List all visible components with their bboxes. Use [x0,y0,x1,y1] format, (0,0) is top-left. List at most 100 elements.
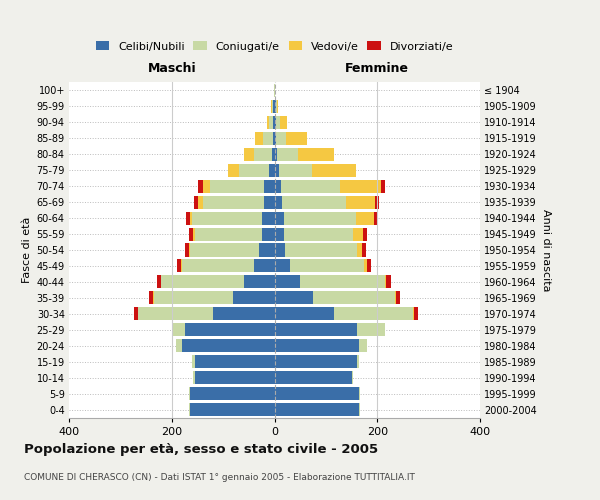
Bar [254,260,275,272]
Bar [195,371,275,384]
Bar [396,292,400,304]
Bar [276,132,286,145]
Bar [281,180,340,192]
Bar [193,212,262,224]
Bar [189,228,193,240]
Bar [190,403,275,416]
Bar [228,164,239,177]
Bar [381,180,385,192]
Bar [182,339,275,352]
Bar [189,403,190,416]
Bar [414,308,418,320]
Bar [233,292,275,304]
Bar [364,260,367,272]
Bar [157,276,161,288]
Bar [298,148,334,161]
Bar [359,403,360,416]
Text: COMUNE DI CHERASCO (CN) - Dati ISTAT 1° gennaio 2005 - Elaborazione TUTTITALIA.I: COMUNE DI CHERASCO (CN) - Dati ISTAT 1° … [24,472,415,482]
Text: Maschi: Maschi [148,62,196,74]
Bar [275,323,356,336]
Bar [269,164,275,177]
Bar [269,116,274,129]
Bar [275,132,276,145]
Bar [275,116,280,129]
Bar [239,164,269,177]
Bar [282,196,346,208]
Text: Popolazione per età, sesso e stato civile - 2005: Popolazione per età, sesso e stato civil… [24,442,378,456]
Bar [185,212,190,224]
Bar [275,371,352,384]
Bar [203,180,210,192]
Bar [275,196,282,208]
Bar [177,260,181,272]
Bar [176,339,182,352]
Bar [255,132,263,145]
Bar [356,323,385,336]
Bar [244,148,254,161]
Bar [290,260,364,272]
Bar [274,100,275,113]
Bar [262,228,275,240]
Bar [275,148,277,161]
Y-axis label: Anni di nascita: Anni di nascita [541,208,551,291]
Bar [374,212,378,224]
Bar [213,308,275,320]
Bar [346,196,374,208]
Bar [374,196,379,208]
Bar [194,196,199,208]
Bar [386,276,391,288]
Bar [189,244,190,256]
Bar [182,260,254,272]
Bar [413,308,414,320]
Bar [286,132,307,145]
Bar [259,244,275,256]
Bar [181,260,182,272]
Bar [275,403,359,416]
Y-axis label: Fasce di età: Fasce di età [22,217,32,283]
Bar [185,323,275,336]
Bar [190,244,259,256]
Bar [199,196,203,208]
Bar [275,244,285,256]
Bar [313,292,395,304]
Bar [277,148,298,161]
Bar [362,244,366,256]
Bar [395,292,396,304]
Bar [195,355,275,368]
Bar [364,228,367,240]
Bar [359,339,367,352]
Bar [172,323,185,336]
Bar [275,276,300,288]
Bar [300,276,385,288]
Bar [359,387,360,400]
Bar [353,228,364,240]
Bar [275,228,284,240]
Bar [275,308,334,320]
Bar [284,212,356,224]
Bar [340,180,381,192]
Bar [262,212,275,224]
Bar [275,260,290,272]
Bar [264,180,275,192]
Bar [274,116,275,129]
Text: Femmine: Femmine [345,62,409,74]
Bar [149,292,153,304]
Bar [275,212,284,224]
Bar [139,308,213,320]
Bar [280,116,287,129]
Bar [272,100,274,113]
Bar [275,292,313,304]
Bar [154,292,233,304]
Bar [356,244,362,256]
Bar [284,228,353,240]
Bar [275,355,356,368]
Bar [161,276,244,288]
Bar [272,148,275,161]
Bar [277,100,278,113]
Bar [210,180,264,192]
Bar [367,260,371,272]
Bar [275,164,278,177]
Bar [185,244,189,256]
Bar [190,212,193,224]
Bar [275,387,359,400]
